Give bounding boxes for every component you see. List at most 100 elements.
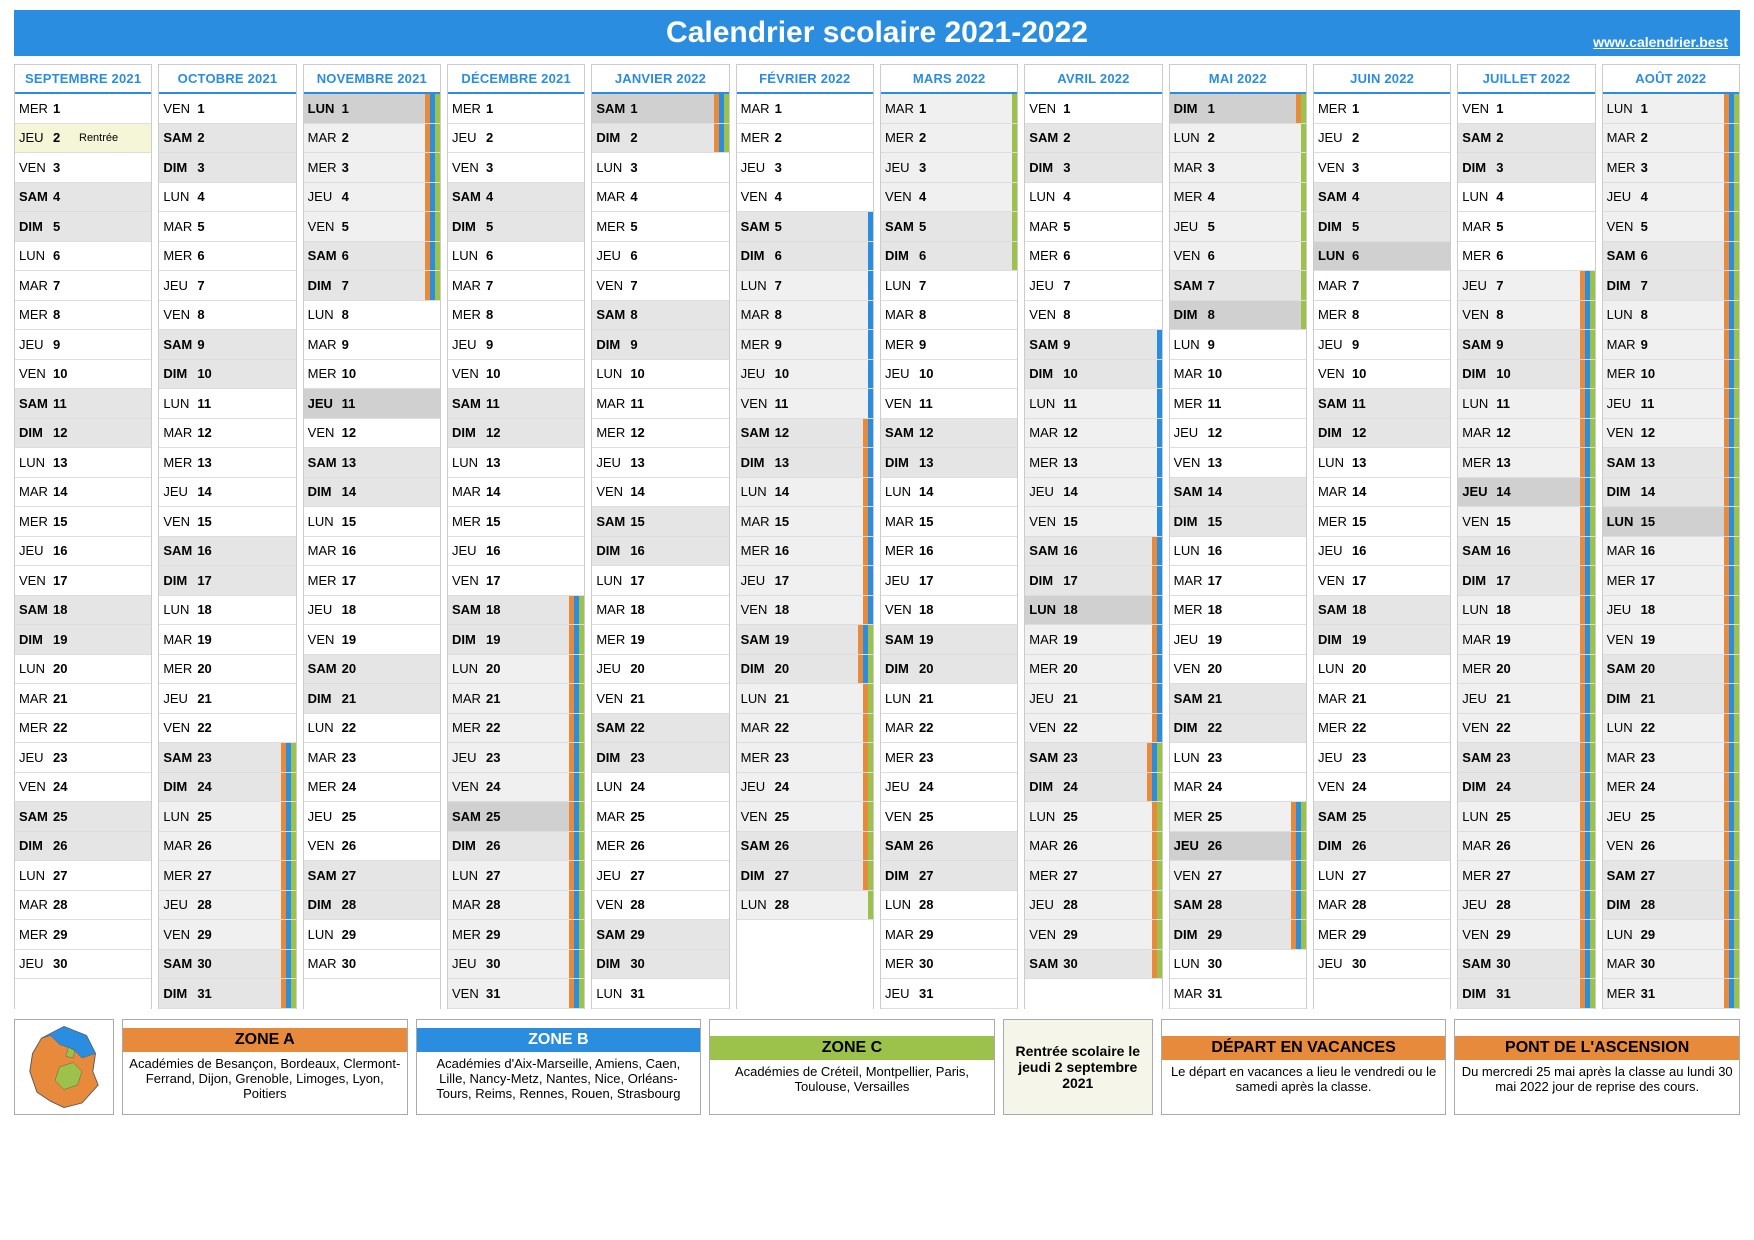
day-of-week: MER xyxy=(1318,101,1352,116)
day-of-week: LUN xyxy=(885,278,919,293)
day-number: 9 xyxy=(630,337,656,352)
day-of-week: MER xyxy=(1174,396,1208,411)
day-of-week: VEN xyxy=(596,691,630,706)
day-number: 29 xyxy=(630,927,656,942)
day-of-week: SAM xyxy=(741,632,775,647)
day-of-week: VEN xyxy=(885,809,919,824)
day-number: 4 xyxy=(775,189,801,204)
holiday-stripes xyxy=(1580,389,1595,418)
day-of-week: MAR xyxy=(1174,366,1208,381)
day-cell: LUN11 xyxy=(1458,389,1594,419)
day-number: 5 xyxy=(1208,219,1234,234)
day-cell: LUN29 xyxy=(304,920,440,950)
month-header: FÉVRIER 2022 xyxy=(737,64,873,94)
day-number: 8 xyxy=(775,307,801,322)
holiday-stripes xyxy=(569,625,584,654)
day-cell: DIM1 xyxy=(1170,94,1306,124)
day-of-week: DIM xyxy=(741,248,775,263)
depart-title: DÉPART EN VACANCES xyxy=(1162,1036,1446,1060)
day-number: 7 xyxy=(53,278,79,293)
day-number: 25 xyxy=(630,809,656,824)
day-cell: DIM3 xyxy=(1458,153,1594,183)
day-cell: DIM6 xyxy=(881,242,1017,272)
day-cell: VEN19 xyxy=(304,625,440,655)
day-cell: DIM19 xyxy=(448,625,584,655)
holiday-stripes xyxy=(863,448,873,477)
holiday-stripes xyxy=(281,891,296,920)
day-cell: SAM6 xyxy=(304,242,440,272)
holiday-stripes xyxy=(425,212,440,241)
day-cell: SAM11 xyxy=(1314,389,1450,419)
day-of-week: JEU xyxy=(885,160,919,175)
day-number: 19 xyxy=(342,632,368,647)
day-cell: MAR2 xyxy=(304,124,440,154)
day-number: 16 xyxy=(486,543,512,558)
day-cell: LUN18 xyxy=(1458,596,1594,626)
day-of-week: DIM xyxy=(596,750,630,765)
pont-text: Du mercredi 25 mai après la classe au lu… xyxy=(1461,1064,1733,1094)
day-cell: DIM27 xyxy=(737,861,873,891)
holiday-stripes xyxy=(425,183,440,212)
day-number: 2 xyxy=(486,130,512,145)
day-event-label: Rentrée xyxy=(79,132,118,144)
day-cell: VEN21 xyxy=(592,684,728,714)
day-of-week: SAM xyxy=(1174,484,1208,499)
holiday-stripes xyxy=(1724,183,1739,212)
day-cell: SAM2 xyxy=(1458,124,1594,154)
day-cell: SAM22 xyxy=(592,714,728,744)
day-number: 4 xyxy=(1208,189,1234,204)
day-of-week: MER xyxy=(1318,307,1352,322)
day-number: 20 xyxy=(1352,661,1378,676)
day-number: 17 xyxy=(342,573,368,588)
holiday-stripes xyxy=(1152,950,1162,979)
day-cell: JEU30 xyxy=(15,950,151,980)
day-number: 26 xyxy=(1352,838,1378,853)
day-number: 15 xyxy=(342,514,368,529)
day-cell: MER22 xyxy=(15,714,151,744)
day-cell: MER9 xyxy=(737,330,873,360)
day-number: 25 xyxy=(1496,809,1522,824)
day-number: 11 xyxy=(1063,396,1089,411)
day-cell: LUN28 xyxy=(881,891,1017,921)
day-number: 13 xyxy=(486,455,512,470)
day-cell: SAM27 xyxy=(304,861,440,891)
day-cell: MAR26 xyxy=(1025,832,1161,862)
day-cell: SAM18 xyxy=(15,596,151,626)
day-of-week: SAM xyxy=(1462,130,1496,145)
day-number: 30 xyxy=(1063,956,1089,971)
day-number: 9 xyxy=(1063,337,1089,352)
day-number: 23 xyxy=(53,750,79,765)
day-of-week: SAM xyxy=(163,543,197,558)
day-cell: SAM5 xyxy=(881,212,1017,242)
day-number: 20 xyxy=(1063,661,1089,676)
day-of-week: JEU xyxy=(1029,278,1063,293)
day-cell: VEN10 xyxy=(1314,360,1450,390)
day-number: 4 xyxy=(1352,189,1378,204)
day-number: 24 xyxy=(197,779,223,794)
holiday-stripes xyxy=(1012,183,1017,212)
holiday-stripes xyxy=(1724,950,1739,979)
day-cell: LUN27 xyxy=(15,861,151,891)
day-cell: DIM31 xyxy=(159,979,295,1009)
day-cell: LUN18 xyxy=(1025,596,1161,626)
day-number: 3 xyxy=(1496,160,1522,175)
holiday-stripes xyxy=(1157,419,1162,448)
day-number: 18 xyxy=(1496,602,1522,617)
day-of-week: MER xyxy=(19,514,53,529)
day-number: 3 xyxy=(342,160,368,175)
day-number: 17 xyxy=(197,573,223,588)
day-cell: SAM7 xyxy=(1170,271,1306,301)
day-of-week: MAR xyxy=(885,307,919,322)
day-cell: SAM20 xyxy=(304,655,440,685)
day-of-week: DIM xyxy=(163,986,197,1001)
day-of-week: SAM xyxy=(19,809,53,824)
day-number: 16 xyxy=(775,543,801,558)
day-number: 16 xyxy=(53,543,79,558)
holiday-stripes xyxy=(1724,920,1739,949)
day-cell: MAR7 xyxy=(15,271,151,301)
day-cell: VEN5 xyxy=(304,212,440,242)
day-cell: VEN25 xyxy=(737,802,873,832)
day-cell: VEN15 xyxy=(159,507,295,537)
day-cell: MER10 xyxy=(304,360,440,390)
day-number: 2 xyxy=(197,130,223,145)
